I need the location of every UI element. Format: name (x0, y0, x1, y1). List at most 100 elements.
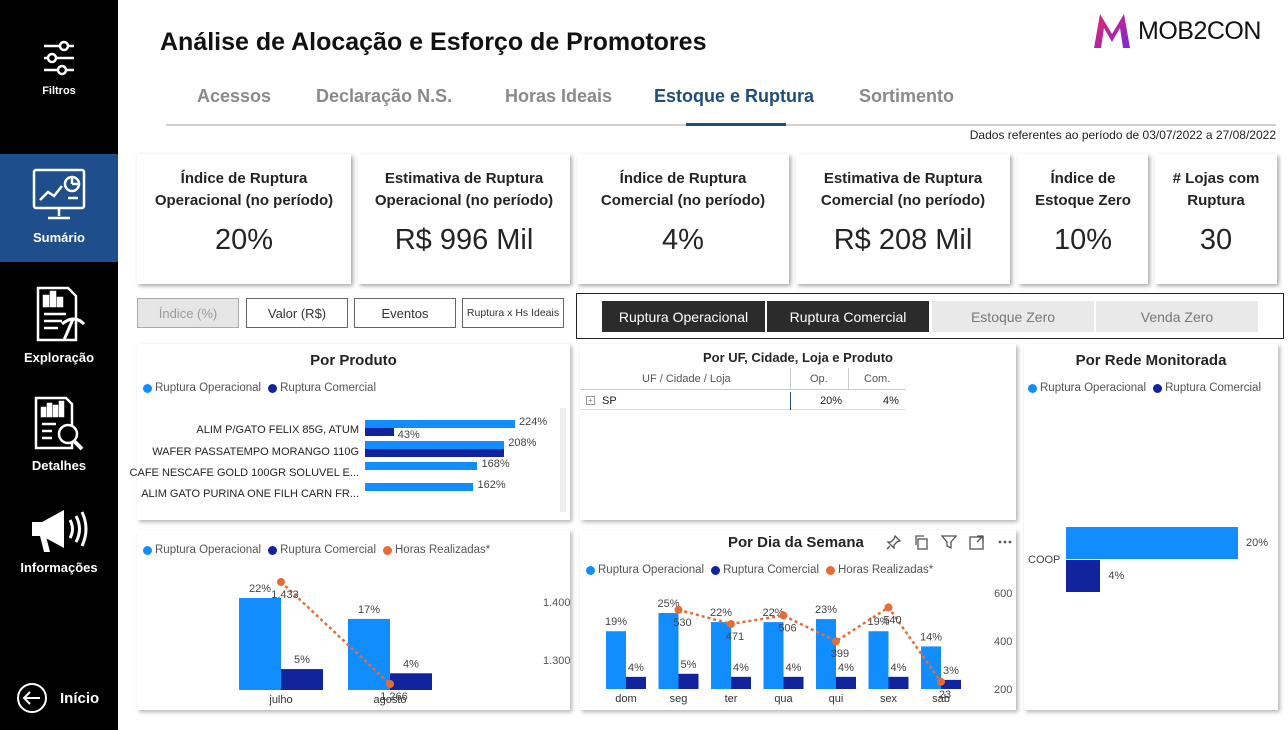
category-label: dom (615, 693, 636, 705)
active-tab-indicator (686, 123, 786, 126)
expand-icon[interactable]: + (586, 396, 595, 405)
product-labels: ALIM P/GATO FELIX 85G, ATUM WAFER PASSAT… (130, 416, 359, 506)
bar-comercial (390, 673, 432, 690)
chart-legend: Ruptura Operacional Ruptura Comercial Ho… (143, 544, 490, 556)
kpi-label: Índice de Ruptura Operacional (no período… (154, 170, 334, 209)
sidebar: Filtros Sumário Exploração (0, 0, 118, 730)
point-horas (779, 611, 788, 620)
product-bars: 224% 43% 208% 168% 162% (365, 416, 555, 500)
kpi-value: 10% (1053, 224, 1113, 256)
monthly-chart: 22% 5% julho 17% 4% agosto 1.433 1.266 1.400 1.30… (239, 578, 570, 706)
product-label: WAFER PASSATEMPO MORANGO 110G (152, 446, 359, 458)
axis-tick-label: 1.400 (543, 597, 570, 609)
bar-operacional (239, 598, 281, 690)
kpi-card: Estimativa de Ruptura Comercial (no perío… (796, 154, 1010, 284)
data-label: 4% (786, 662, 802, 674)
table-cell: SP (602, 395, 617, 407)
tab-acessos[interactable]: Acessos (197, 86, 272, 106)
por-uf-card: Por UF, Cidade, Loja e Produto UF / Cida… (580, 344, 1016, 520)
legend-dot (143, 383, 152, 393)
legend-dot (383, 545, 392, 555)
tab-declaracao[interactable]: Declaração N.S. (316, 86, 453, 106)
nav-informacoes[interactable]: Informações (0, 508, 118, 575)
toggle-ruptura-comercial[interactable]: Ruptura Comercial (767, 301, 929, 332)
legend-dot (1028, 383, 1037, 393)
kpi-card: Índice de Estoque Zero 10% (1018, 154, 1148, 284)
kpi-card: Índice de Ruptura Comercial (no período) … (577, 154, 789, 284)
home-button[interactable]: Início (16, 682, 99, 714)
data-label: 23% (815, 604, 837, 616)
eventos-button[interactable]: Eventos (354, 298, 456, 328)
bar-operacional (606, 631, 626, 689)
legend-label: Ruptura Operacional (1040, 382, 1147, 394)
filter-icon[interactable] (941, 534, 957, 550)
arrow-left-circle-icon (17, 683, 47, 713)
legend-dot (711, 565, 721, 575)
bar-comercial (836, 676, 856, 689)
kpi-value: 20% (214, 224, 274, 256)
line-horas (280, 581, 391, 685)
table-title: Por UF, Cidade, Loja e Produto (703, 350, 893, 365)
tab-horas-ideais[interactable]: Horas Ideais (505, 86, 613, 106)
bar-comercial (783, 676, 804, 689)
data-label: 162% (477, 479, 506, 491)
kpi-card: Estimativa de Ruptura Operacional (no per… (358, 154, 570, 284)
indice-button[interactable]: Índice (%) (137, 298, 239, 328)
toggle-estoque-zero[interactable]: Estoque Zero (932, 301, 1094, 332)
filters-button[interactable]: Filtros (0, 40, 118, 97)
more-options-icon[interactable] (997, 534, 1013, 550)
category-label: sex (880, 693, 898, 705)
kpi-label: Índice de Estoque Zero (1035, 170, 1131, 209)
logo-text: MOB2CON (1138, 16, 1261, 45)
legend-label: Horas Realizadas* (838, 564, 934, 576)
point-horas (727, 619, 735, 628)
point-horas (884, 603, 893, 612)
legend-dot (268, 383, 278, 393)
tab-sortimento[interactable]: Sortimento (859, 86, 955, 106)
bar-comercial (678, 673, 699, 689)
logo: MOB2CON (1092, 12, 1261, 50)
nav-detalhes[interactable]: Detalhes (0, 396, 118, 473)
scrollbar[interactable] (560, 408, 566, 512)
kpi-card: # Lojas com Ruptura 30 (1155, 154, 1277, 284)
bar-comercial (1066, 560, 1101, 592)
rede-bars: 20% 4% (1066, 527, 1276, 593)
bar-operacional (365, 441, 505, 449)
kpi-value: R$ 208 Mil (833, 224, 973, 256)
nav-sumario[interactable]: Sumário (0, 154, 118, 262)
bar-operacional (1066, 527, 1238, 559)
toggle-ruptura-operacional[interactable]: Ruptura Operacional (602, 301, 765, 332)
kpi-value: 4% (662, 224, 704, 256)
data-label: 20% (1246, 537, 1269, 549)
ruptura-hs-button[interactable]: Ruptura x Hs Ideais (462, 298, 564, 328)
data-label: 5% (294, 654, 310, 666)
toggle-venda-zero[interactable]: Venda Zero (1096, 301, 1258, 332)
pin-icon[interactable] (886, 534, 902, 550)
legend-dot (586, 565, 595, 575)
weekday-chart: 19%4%dom25%5%seg22%4%ter22%4%qua23%4%qui… (605, 588, 1012, 705)
focus-mode-icon[interactable] (969, 534, 985, 550)
copy-icon[interactable] (913, 534, 929, 550)
bar-comercial (731, 676, 751, 689)
data-label: 14% (920, 631, 942, 643)
nav-exploracao[interactable]: Exploração (0, 284, 118, 365)
data-label: 506 (778, 623, 796, 635)
data-label: 208% (508, 437, 537, 449)
legend-label: Ruptura Operacional (598, 564, 705, 576)
legend-label: Ruptura Operacional (155, 382, 262, 394)
legend-dot (268, 545, 278, 555)
legend-dot (1153, 383, 1163, 393)
megaphone-icon (32, 510, 88, 552)
table-row[interactable]: + SP 20% 4% (580, 392, 906, 410)
kpi-card: Índice de Ruptura Operacional (no período… (137, 154, 351, 284)
valor-button[interactable]: Valor (R$) (246, 298, 348, 328)
bar-operacional (711, 622, 731, 689)
data-label: 25% (657, 598, 679, 610)
data-label: 399 (831, 648, 849, 660)
dashboard-monitor-icon (32, 168, 86, 220)
kpi-label: Estimativa de Ruptura Comercial (no perío… (820, 170, 986, 209)
bar-comercial (281, 669, 323, 690)
tab-estoque-ruptura[interactable]: Estoque e Ruptura (654, 86, 815, 106)
legend-label: Ruptura Comercial (1165, 382, 1261, 394)
data-label: 168% (481, 458, 510, 470)
